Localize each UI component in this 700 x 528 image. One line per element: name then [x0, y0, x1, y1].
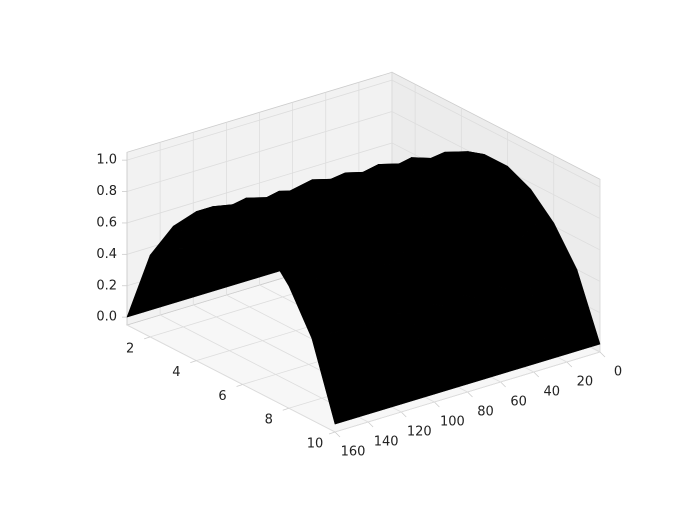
grid-line	[334, 351, 601, 433]
surface-patch	[559, 269, 601, 350]
y-tick-label: 10	[307, 437, 324, 452]
x-tick	[400, 411, 407, 418]
y-tick	[236, 384, 243, 387]
x-tick-label: 140	[374, 435, 399, 450]
x-tick-label: 40	[543, 385, 560, 400]
x-tick-label: 120	[407, 425, 432, 440]
y-tick-label: 8	[265, 413, 273, 428]
y-tick	[190, 360, 197, 364]
x-tick	[533, 371, 540, 378]
x-tick	[566, 361, 573, 368]
z-tick-label: 1.0	[96, 153, 117, 168]
grid-line	[126, 79, 393, 161]
z-tick-label: 0.2	[96, 278, 117, 293]
x-tick-label: 20	[577, 375, 594, 390]
z-tick-label: 0.6	[96, 215, 117, 230]
y-tick	[328, 431, 336, 435]
x-tick	[500, 381, 506, 388]
x-tick-label: 160	[341, 445, 366, 460]
x-tick	[467, 391, 473, 398]
y-tick	[143, 336, 151, 340]
y-tick-label: 6	[218, 389, 226, 404]
z-tick-label: 0.4	[96, 247, 117, 262]
y-tick	[282, 407, 289, 411]
x-tick	[334, 431, 341, 438]
grid-line	[391, 79, 601, 188]
x-tick-label: 80	[477, 405, 494, 420]
x-tick-label: 0	[614, 365, 622, 380]
z-tick-label: 0.0	[96, 310, 117, 325]
grid-line	[126, 324, 336, 433]
grid-line	[126, 142, 393, 224]
grid-line	[126, 111, 393, 192]
y-tick-label: 2	[126, 341, 134, 356]
x-tick-label: 100	[440, 415, 465, 430]
x-tick-label: 60	[510, 395, 527, 410]
y-tick-label: 4	[172, 365, 180, 380]
x-tick	[367, 421, 374, 428]
x-tick	[434, 401, 440, 408]
z-tick-label: 0.8	[96, 184, 117, 199]
x-tick	[599, 351, 606, 358]
